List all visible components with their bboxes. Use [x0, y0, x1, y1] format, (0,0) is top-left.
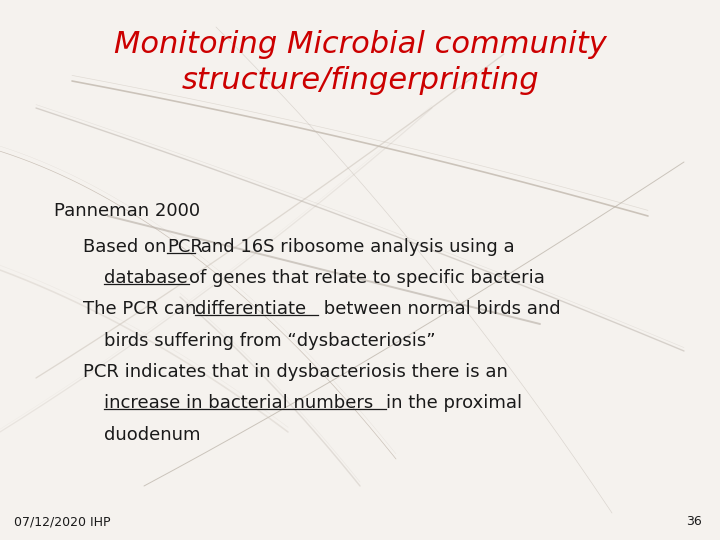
Text: between normal birds and: between normal birds and	[318, 300, 560, 318]
Text: database: database	[104, 269, 194, 287]
Text: The PCR can: The PCR can	[83, 300, 202, 318]
Text: PCR: PCR	[167, 238, 203, 255]
Text: 07/12/2020 IHP: 07/12/2020 IHP	[14, 515, 111, 528]
Text: and 16S ribosome analysis using a: and 16S ribosome analysis using a	[195, 238, 515, 255]
Text: Monitoring Microbial community
structure/fingerprinting: Monitoring Microbial community structure…	[114, 30, 606, 94]
Text: increase in bacterial numbers: increase in bacterial numbers	[104, 394, 379, 412]
Text: differentiate: differentiate	[195, 300, 307, 318]
Text: of genes that relate to specific bacteria: of genes that relate to specific bacteri…	[189, 269, 545, 287]
Text: Panneman 2000: Panneman 2000	[54, 202, 200, 220]
Text: birds suffering from “dysbacteriosis”: birds suffering from “dysbacteriosis”	[104, 332, 436, 349]
Text: 36: 36	[686, 515, 702, 528]
Text: PCR indicates that in dysbacteriosis there is an: PCR indicates that in dysbacteriosis the…	[83, 363, 508, 381]
Text: duodenum: duodenum	[104, 426, 201, 443]
Text: in the proximal: in the proximal	[386, 394, 522, 412]
Text: Based on: Based on	[83, 238, 172, 255]
